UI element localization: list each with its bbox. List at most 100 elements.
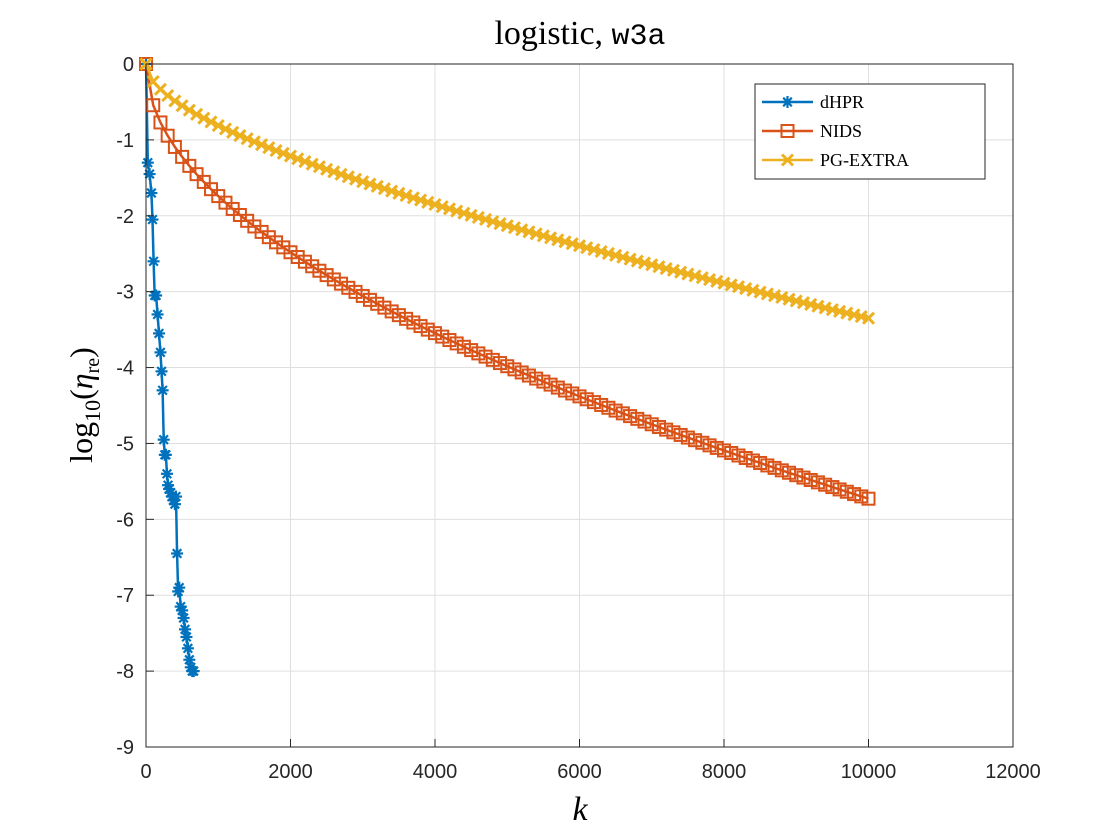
y-tick-label: -6 xyxy=(116,509,134,531)
marker-stroke xyxy=(283,149,298,163)
marker-stroke xyxy=(218,122,233,136)
x-tick-label: 12000 xyxy=(985,761,1041,783)
marker-stroke xyxy=(399,189,413,203)
marker-stroke xyxy=(348,172,363,186)
marker-stroke xyxy=(356,175,370,189)
data-point xyxy=(160,128,175,143)
y-tick-label: -2 xyxy=(116,206,134,228)
y-axis-label: log10(ηre) xyxy=(63,347,105,463)
marker-stroke xyxy=(156,366,167,377)
marker-square xyxy=(478,349,493,364)
marker-stroke xyxy=(507,221,522,235)
data-point xyxy=(177,611,190,624)
data-point xyxy=(413,319,428,334)
data-point xyxy=(276,146,290,160)
marker-square xyxy=(471,346,486,361)
data-point xyxy=(579,392,594,407)
marker-stroke xyxy=(158,434,169,445)
marker-square xyxy=(514,365,529,380)
data-point xyxy=(348,284,363,299)
marker-square xyxy=(572,389,587,404)
marker-square xyxy=(146,98,161,113)
y-label-log: log xyxy=(63,422,99,463)
data-point xyxy=(147,255,160,268)
data-point xyxy=(572,389,587,404)
marker-square xyxy=(717,443,731,458)
marker-square xyxy=(428,326,442,341)
data-point xyxy=(298,154,312,169)
y-label-eta-sub: re xyxy=(82,358,104,374)
marker-square xyxy=(601,400,616,415)
marker-stroke xyxy=(450,204,464,218)
legend-entry: NIDS xyxy=(762,121,862,141)
marker-square xyxy=(543,377,558,392)
marker-stroke xyxy=(305,157,319,171)
marker-stroke xyxy=(153,82,168,96)
legend-label: dHPR xyxy=(820,92,864,112)
marker-stroke xyxy=(334,167,348,181)
marker-square xyxy=(579,392,594,407)
marker-square xyxy=(420,322,435,337)
data-point xyxy=(141,156,154,169)
data-point xyxy=(305,157,319,171)
marker-stroke xyxy=(385,184,399,198)
data-point xyxy=(644,417,659,432)
marker-stroke xyxy=(144,168,155,180)
data-point xyxy=(832,482,847,497)
marker-stroke xyxy=(226,125,240,139)
marker-square xyxy=(276,240,291,255)
marker-square xyxy=(745,453,760,468)
marker-square xyxy=(493,356,508,371)
data-point xyxy=(789,468,804,483)
marker-square xyxy=(818,477,833,492)
marker-square xyxy=(637,414,652,429)
marker-square xyxy=(753,455,768,470)
data-point xyxy=(377,182,391,196)
marker-square xyxy=(160,128,175,143)
data-point xyxy=(319,268,334,283)
marker-square xyxy=(305,259,320,274)
marker-stroke xyxy=(168,94,182,108)
data-point xyxy=(839,484,854,499)
marker-square xyxy=(680,430,695,445)
marker-square xyxy=(594,397,609,412)
data-point xyxy=(327,165,341,179)
marker-stroke xyxy=(174,582,185,593)
data-point xyxy=(391,308,406,323)
marker-square xyxy=(362,292,377,307)
data-point xyxy=(182,158,197,173)
marker-square xyxy=(623,409,638,424)
marker-square xyxy=(565,386,580,401)
data-point xyxy=(183,653,196,666)
marker-square xyxy=(355,288,370,303)
marker-square xyxy=(825,480,840,495)
data-point xyxy=(680,430,695,445)
y-tick-label: -3 xyxy=(116,282,134,304)
x-tick-label: 4000 xyxy=(413,761,458,783)
marker-stroke xyxy=(291,152,305,166)
data-point xyxy=(305,259,320,274)
data-point xyxy=(471,346,486,361)
series-line xyxy=(144,63,869,500)
marker-square xyxy=(760,458,775,473)
legend: dHPR NIDS PG-EXTRA xyxy=(754,83,986,180)
data-point xyxy=(738,451,753,466)
data-point xyxy=(392,186,406,200)
data-point xyxy=(218,122,233,136)
legend-label: NIDS xyxy=(820,121,862,141)
y-tick-label: -9 xyxy=(116,737,134,759)
marker-square xyxy=(673,427,688,442)
data-point xyxy=(724,445,739,460)
data-point xyxy=(406,315,421,330)
marker-square xyxy=(456,339,471,354)
marker-square xyxy=(839,484,854,499)
data-point xyxy=(204,115,218,129)
marker-stroke xyxy=(327,165,341,179)
data-point xyxy=(326,272,341,287)
marker-square xyxy=(731,448,746,463)
data-point xyxy=(341,280,356,295)
data-point xyxy=(861,491,876,506)
marker-square xyxy=(348,284,363,299)
marker-square xyxy=(449,336,464,351)
marker-square xyxy=(796,470,811,485)
